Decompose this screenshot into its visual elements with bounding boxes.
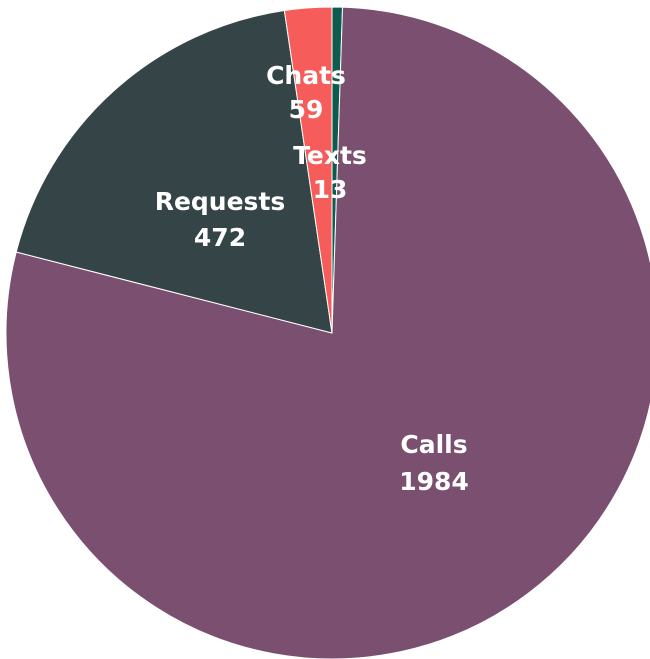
slice-label-texts-name: Texts [293,141,367,170]
pie-slices [5,6,650,659]
slice-label-requests-name: Requests [155,187,286,216]
slice-label-texts-value: 13 [313,175,348,204]
pie-slice-chats [283,6,333,334]
slice-label-calls-value: 1984 [399,467,469,496]
pie-slice-calls [5,6,650,659]
slice-label-calls-name: Calls [400,430,467,459]
slice-label-chats-value: 59 [289,95,324,124]
slice-label-requests-value: 472 [194,223,246,252]
pie-slice-requests [15,9,333,334]
slice-label-chats-name: Chats [266,61,346,90]
